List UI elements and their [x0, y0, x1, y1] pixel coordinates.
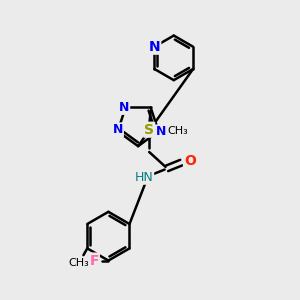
Text: F: F: [89, 254, 99, 268]
Text: CH₃: CH₃: [167, 126, 188, 136]
Text: CH₃: CH₃: [69, 258, 89, 268]
Text: S: S: [144, 123, 154, 137]
Text: O: O: [184, 154, 196, 168]
Text: N: N: [119, 101, 129, 114]
Text: N: N: [149, 40, 160, 54]
Text: N: N: [156, 125, 166, 138]
Text: HN: HN: [134, 171, 153, 184]
Text: N: N: [112, 123, 123, 136]
